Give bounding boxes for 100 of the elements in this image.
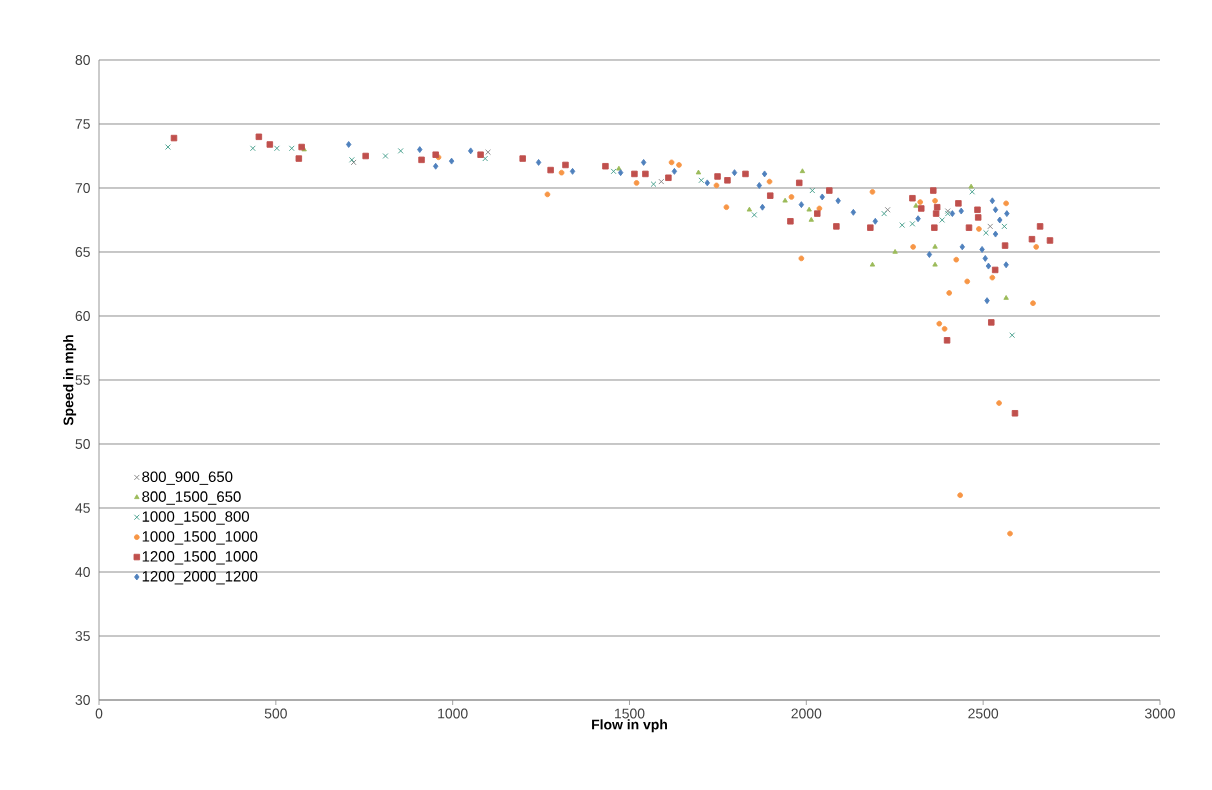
point [417,146,423,154]
point [698,177,705,184]
point [631,170,638,178]
point [989,274,996,281]
point [953,256,960,263]
point [640,158,647,166]
point [835,197,841,205]
point [650,181,657,188]
point [1046,237,1054,244]
point [558,169,565,176]
point [933,203,941,211]
point [976,226,982,232]
point [833,223,840,230]
point [448,157,455,165]
point [872,217,878,225]
point [671,167,678,175]
point [482,155,489,162]
point [1009,332,1016,339]
point [751,211,758,218]
point [943,337,951,344]
point [616,165,622,171]
point [569,167,576,175]
point [909,220,916,227]
point [932,197,938,204]
point [918,205,925,212]
x-axis-title: Flow in vph [592,719,667,733]
x-tick-label: 0 [95,708,103,719]
point [288,145,295,152]
point [418,156,425,164]
point [1003,295,1009,300]
point [816,205,823,212]
point [987,223,994,230]
x-tick-label: 1000 [438,708,468,719]
point [884,206,891,213]
point [432,162,439,170]
point [544,191,551,198]
point [295,155,303,162]
point [867,224,874,231]
legend-label: 1000_1500_1000 [142,531,258,545]
point [850,208,857,216]
point [756,182,762,189]
point [766,178,773,185]
y-tick-label: 60 [75,311,90,321]
point [562,161,569,169]
point [1030,300,1036,307]
point [723,204,730,211]
point [713,182,720,189]
point [899,222,906,229]
y-tick-label: 45 [75,503,90,513]
point [932,261,938,267]
point [997,216,1003,224]
point [742,170,749,178]
point [746,206,753,212]
point [936,320,943,327]
point [782,197,788,203]
point [1003,261,1009,269]
point [1004,210,1010,218]
point [964,278,971,285]
point [397,147,404,154]
point [255,133,263,141]
point [798,255,805,262]
point [468,147,474,155]
point [917,199,924,205]
point [969,188,976,195]
point [992,206,999,214]
y-tick-label: 55 [75,375,90,385]
point [668,159,675,166]
point [799,168,806,174]
point [982,254,988,262]
legend-label: 800_1500_650 [142,491,241,505]
point [477,151,484,158]
point [949,210,956,218]
point [658,178,665,185]
point [819,193,825,201]
point [485,149,491,156]
point [1011,410,1019,417]
point [617,169,624,177]
point [642,170,649,178]
point [1028,235,1036,243]
point [892,248,898,254]
y-tick-label: 70 [75,183,90,193]
legend-label: 1000_1500_800 [142,511,250,525]
point [602,163,609,170]
point [955,200,962,207]
x-tick-label: 3000 [1144,708,1175,719]
point [362,152,369,160]
point [959,243,965,251]
y-tick-label: 65 [75,247,90,257]
point [731,169,738,177]
point [1003,200,1009,207]
y-tick-label: 50 [75,439,90,449]
point [266,141,274,148]
point [1036,223,1044,230]
y-axis-title: Speed in mph [63,335,77,426]
point [519,155,526,162]
point [826,187,833,194]
point [273,145,280,152]
point [761,170,768,178]
point [992,230,999,238]
y-tick-label: 75 [75,119,90,129]
